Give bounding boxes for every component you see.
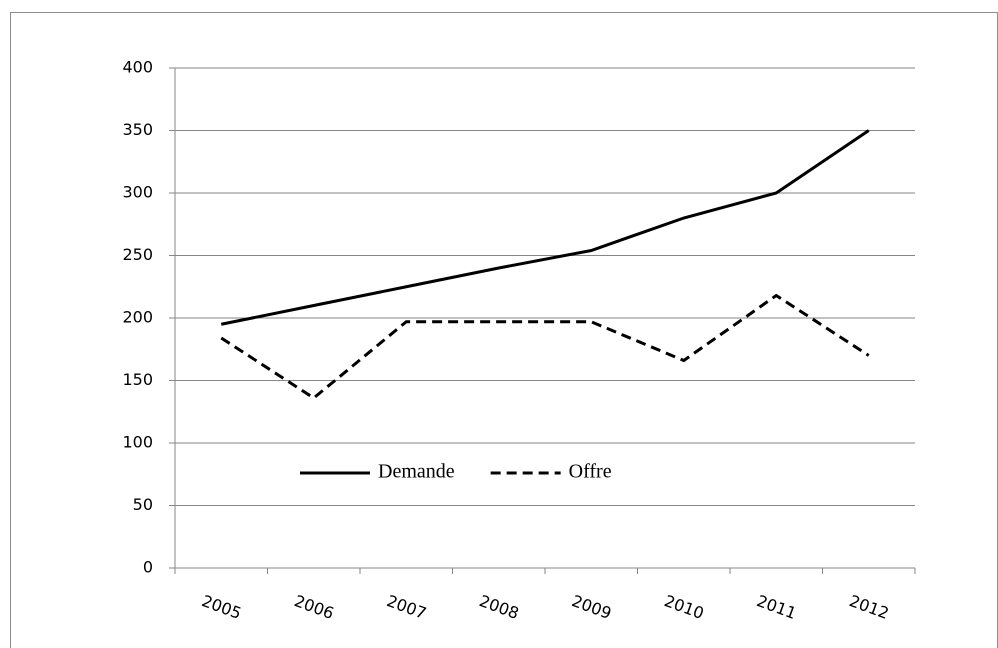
y-tick-label: 400 xyxy=(122,58,153,77)
series-line xyxy=(220,129,870,326)
y-tick-label: 350 xyxy=(122,120,153,139)
y-tick-label: 50 xyxy=(133,495,153,514)
y-tick-label: 200 xyxy=(122,308,153,327)
series-line xyxy=(220,293,870,400)
y-tick-label: 100 xyxy=(122,433,153,452)
y-tick-label: 250 xyxy=(122,245,153,264)
y-tick-label: 0 xyxy=(143,558,153,577)
y-tick-label: 150 xyxy=(122,370,153,389)
y-tick-label: 300 xyxy=(122,183,153,202)
legend-label: Offre xyxy=(569,461,612,483)
chart-border xyxy=(10,12,998,648)
legend-label: Demande xyxy=(378,461,455,483)
